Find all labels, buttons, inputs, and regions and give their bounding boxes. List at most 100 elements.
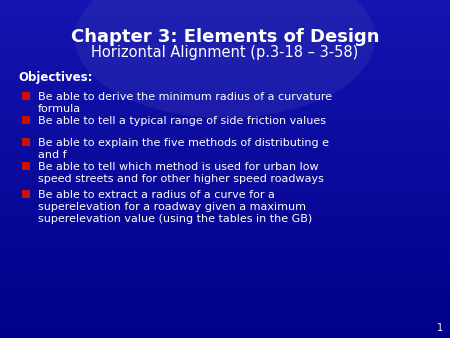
- Bar: [0, 242, 450, 243]
- Bar: [0, 318, 450, 319]
- Bar: [0, 34, 450, 35]
- Bar: [0, 83, 450, 84]
- Bar: [0, 81, 450, 83]
- Text: 1: 1: [437, 323, 443, 333]
- Bar: [0, 264, 450, 265]
- Bar: [0, 221, 450, 223]
- Bar: [0, 149, 450, 150]
- Bar: [0, 147, 450, 149]
- Bar: [0, 123, 450, 125]
- Bar: [0, 44, 450, 46]
- Bar: [0, 245, 450, 247]
- Bar: [0, 39, 450, 41]
- Bar: [0, 237, 450, 238]
- Bar: [0, 248, 450, 250]
- Bar: [0, 144, 450, 145]
- Bar: [0, 100, 450, 101]
- Bar: [0, 282, 450, 284]
- Bar: [0, 167, 450, 169]
- Bar: [0, 8, 450, 10]
- Bar: [0, 284, 450, 286]
- Text: Horizontal Alignment (p.3-18 – 3-58): Horizontal Alignment (p.3-18 – 3-58): [91, 45, 359, 60]
- Bar: [0, 128, 450, 130]
- Ellipse shape: [75, 0, 375, 118]
- Text: Be able to tell a typical range of side friction values: Be able to tell a typical range of side …: [38, 116, 326, 126]
- Bar: [0, 198, 450, 199]
- Bar: [0, 155, 450, 157]
- Bar: [0, 150, 450, 152]
- Bar: [0, 42, 450, 44]
- Text: Be able to derive the minimum radius of a curvature
formula: Be able to derive the minimum radius of …: [38, 92, 332, 114]
- Bar: [0, 157, 450, 159]
- Bar: [0, 98, 450, 100]
- Bar: [0, 96, 450, 98]
- FancyBboxPatch shape: [22, 138, 30, 146]
- Bar: [0, 169, 450, 171]
- Bar: [0, 233, 450, 235]
- Bar: [0, 164, 450, 166]
- Bar: [0, 279, 450, 281]
- Bar: [0, 140, 450, 142]
- Bar: [0, 2, 450, 3]
- Bar: [0, 137, 450, 139]
- Bar: [0, 191, 450, 193]
- Bar: [0, 274, 450, 275]
- Bar: [0, 91, 450, 93]
- Bar: [0, 7, 450, 8]
- Bar: [0, 142, 450, 144]
- Bar: [0, 179, 450, 181]
- Bar: [0, 303, 450, 304]
- Bar: [0, 122, 450, 123]
- Bar: [0, 24, 450, 25]
- Bar: [0, 3, 450, 5]
- Bar: [0, 240, 450, 242]
- Bar: [0, 199, 450, 201]
- Bar: [0, 76, 450, 78]
- Bar: [0, 51, 450, 52]
- Bar: [0, 291, 450, 292]
- Bar: [0, 272, 450, 274]
- Text: Be able to explain the five methods of distributing e
and f: Be able to explain the five methods of d…: [38, 138, 329, 160]
- Bar: [0, 301, 450, 303]
- Bar: [0, 108, 450, 110]
- Bar: [0, 35, 450, 37]
- Bar: [0, 331, 450, 333]
- Bar: [0, 186, 450, 188]
- Bar: [0, 228, 450, 230]
- Bar: [0, 10, 450, 12]
- Bar: [0, 265, 450, 267]
- FancyBboxPatch shape: [22, 162, 30, 170]
- Bar: [0, 254, 450, 255]
- Bar: [0, 201, 450, 203]
- Bar: [0, 132, 450, 134]
- Bar: [0, 12, 450, 14]
- Bar: [0, 127, 450, 128]
- Bar: [0, 260, 450, 262]
- Bar: [0, 139, 450, 140]
- Bar: [0, 86, 450, 88]
- Bar: [0, 135, 450, 137]
- Bar: [0, 64, 450, 66]
- Bar: [0, 154, 450, 155]
- Text: Be able to tell which method is used for urban low
speed streets and for other h: Be able to tell which method is used for…: [38, 162, 324, 184]
- Bar: [0, 206, 450, 208]
- Bar: [0, 120, 450, 122]
- Bar: [0, 213, 450, 215]
- Bar: [0, 321, 450, 323]
- Bar: [0, 247, 450, 248]
- Bar: [0, 30, 450, 32]
- FancyBboxPatch shape: [22, 116, 30, 124]
- Bar: [0, 287, 450, 289]
- Bar: [0, 183, 450, 184]
- Bar: [0, 204, 450, 206]
- Bar: [0, 29, 450, 30]
- Bar: [0, 194, 450, 196]
- Bar: [0, 255, 450, 257]
- Bar: [0, 267, 450, 269]
- Bar: [0, 176, 450, 177]
- Bar: [0, 220, 450, 221]
- Bar: [0, 232, 450, 233]
- Bar: [0, 225, 450, 226]
- Bar: [0, 335, 450, 336]
- Bar: [0, 37, 450, 39]
